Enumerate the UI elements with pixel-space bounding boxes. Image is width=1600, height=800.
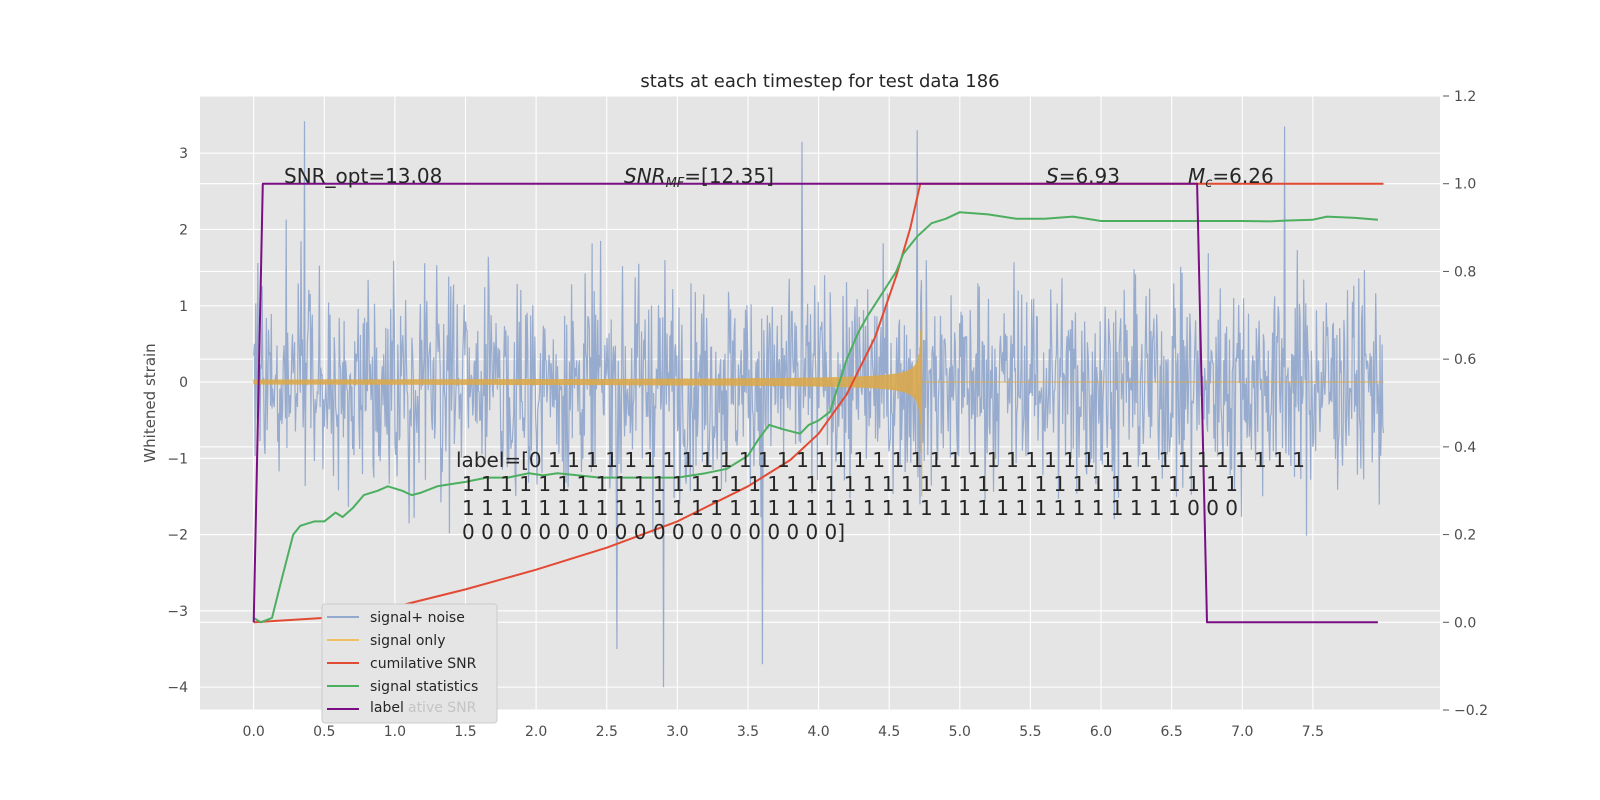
x-tick-label: 3.5: [737, 724, 759, 740]
y-right-tick-label: 1.2: [1454, 89, 1476, 105]
right-axis-ticks: 1.2 1.0 0.8 0.6 0.4 0.2 0.0 −0.2: [1443, 89, 1488, 719]
x-tick-label: 0.5: [313, 724, 335, 740]
legend-label-signal-only: signal only: [370, 633, 445, 649]
label-annotation-line-4: 0 0 0 0 0 0 0 0 0 0 0 0 0 0 0 0 0 0 0 0]: [462, 520, 845, 544]
legend-label-backdrop: [366, 697, 408, 717]
x-tick-label: 7.0: [1231, 724, 1253, 740]
snr-mf-value: =[12.35]: [684, 164, 774, 188]
legend: cumilative SNR signal+ noise signal only…: [321, 603, 498, 724]
mc-subscript: c: [1205, 176, 1212, 191]
label-annotation-line-2: 1 1 1 1 1 1 1 1 1 1 1 1 1 1 1 1 1 1 1 1 …: [462, 472, 1238, 496]
legend-label-label: label: [370, 700, 404, 716]
y-right-tick-label: 0.4: [1454, 440, 1476, 456]
y-right-tick-label: 0.8: [1454, 264, 1476, 280]
signal-statistics-line: [253, 211, 1378, 624]
y-right-tick-label: 0.0: [1454, 615, 1476, 631]
y-axis-label: Whitened strain: [141, 343, 159, 462]
y-right-tick-label: 0.6: [1454, 352, 1476, 368]
y-left-tick-label: −1: [167, 451, 188, 467]
legend-label-signal-noise: signal+ noise: [370, 610, 465, 626]
x-tick-label: 4.5: [878, 724, 900, 740]
x-axis-ticks: 0.0 0.5 1.0 1.5 2.0 2.5 3.0 3.5 4.0 4.5 5.0 5.5 6.0 6…: [243, 724, 1324, 740]
x-tick-label: 2.5: [596, 724, 618, 740]
y-left-tick-label: −3: [167, 604, 188, 620]
y-left-tick-label: 0: [179, 375, 188, 391]
snr-mf-annotation: SNRMF=[12.35]: [624, 164, 774, 191]
legend-label-signal-statistics: signal statistics: [370, 679, 478, 695]
mc-annotation: Mc=6.26: [1188, 164, 1274, 191]
mc-symbol: M: [1188, 164, 1205, 188]
series-layer: [252, 121, 1385, 688]
mc-value: =6.26: [1212, 164, 1273, 188]
s-symbol: S: [1046, 164, 1059, 188]
y-left-tick-label: 2: [179, 222, 188, 238]
x-tick-label: 1.5: [454, 724, 476, 740]
y-left-tick-label: −4: [167, 680, 188, 696]
x-tick-label: 6.0: [1090, 724, 1112, 740]
label-annotation-line-1: label=[0 1 1 1 1 1 1 1 1 1 1 1 1 1 1 1 1…: [456, 448, 1305, 472]
label-line: [252, 182, 1378, 624]
x-tick-label: 4.0: [807, 724, 829, 740]
snr-mf-symbol: SNR: [624, 164, 666, 188]
x-tick-label: 0.0: [243, 724, 265, 740]
signal-only-line: [253, 311, 1384, 497]
x-tick-label: 5.0: [949, 724, 971, 740]
signal-noise-line: [253, 121, 1385, 688]
s-annotation: S=6.93: [1046, 164, 1120, 188]
legend-label-cumulative-snr: cumilative SNR: [370, 656, 477, 672]
x-tick-label: 5.5: [1019, 724, 1041, 740]
y-right-tick-label: 1.0: [1454, 177, 1476, 193]
x-tick-label: 3.0: [666, 724, 688, 740]
y-left-tick-label: 1: [179, 299, 188, 315]
y-right-tick-label: 0.2: [1454, 528, 1476, 544]
left-axis-ticks: 3 2 1 0 −1 −2 −3 −4: [167, 146, 188, 696]
snr-mf-subscript: MF: [666, 176, 685, 191]
x-tick-label: 2.0: [525, 724, 547, 740]
label-annotation-line-3: 1 1 1 1 1 1 1 1 1 1 1 1 1 1 1 1 1 1 1 1 …: [462, 496, 1238, 520]
legend-frame: [321, 603, 498, 724]
x-tick-label: 7.5: [1302, 724, 1324, 740]
x-tick-label: 6.5: [1161, 724, 1183, 740]
x-tick-label: 1.0: [384, 724, 406, 740]
y-left-tick-label: 3: [179, 146, 188, 162]
y-right-tick-label: −0.2: [1454, 703, 1488, 719]
y-left-tick-label: −2: [167, 528, 188, 544]
s-value: =6.93: [1059, 164, 1120, 188]
snr-opt-annotation: SNR_opt=13.08: [284, 164, 442, 188]
chart-title: stats at each timestep for test data 186: [640, 71, 999, 92]
